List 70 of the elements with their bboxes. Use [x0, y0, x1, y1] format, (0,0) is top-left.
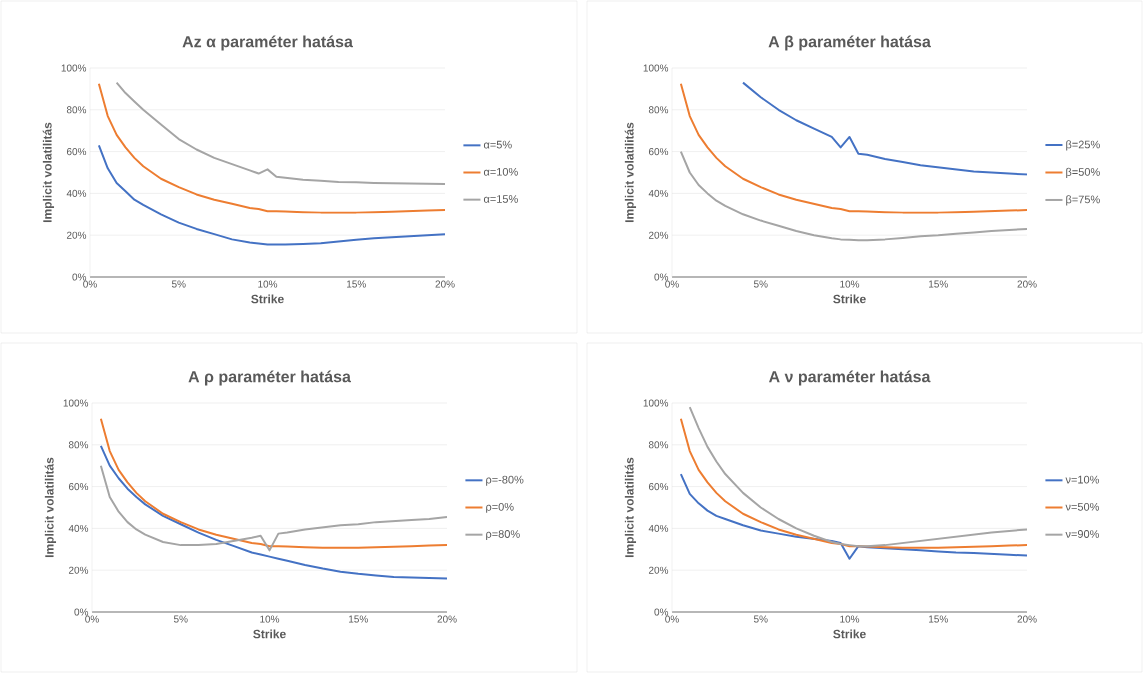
- x-tick-label: 10%: [840, 615, 860, 623]
- y-tick-label: 0%: [72, 273, 87, 281]
- x-tick-label: 20%: [1017, 615, 1037, 623]
- chart-title: A ρ paraméter hatása: [188, 370, 352, 386]
- chart-title: Az α paraméter hatása: [182, 35, 353, 51]
- y-tick-label: 20%: [68, 566, 89, 574]
- chart-title: A β paraméter hatása: [768, 35, 931, 51]
- y-axis-title: Implicit volatilitás: [624, 457, 637, 558]
- x-tick-label: 10%: [840, 280, 860, 288]
- chart-title: A ν paraméter hatása: [768, 370, 931, 386]
- x-tick-label: 20%: [1017, 280, 1037, 288]
- y-axis-title: Implicit volatilitás: [44, 457, 57, 558]
- y-axis-title: Implicit volatilitás: [42, 122, 55, 223]
- y-tick-label: 40%: [648, 524, 669, 532]
- legend-label: ν=10%: [1065, 475, 1100, 484]
- legend-label: ρ=-80%: [486, 475, 524, 486]
- x-tick-label: 15%: [349, 615, 368, 623]
- y-tick-label: 0%: [654, 608, 669, 616]
- x-tick-label: 0%: [83, 280, 97, 288]
- legend-label: ρ=80%: [486, 530, 520, 541]
- y-tick-label: 60%: [648, 483, 669, 491]
- y-tick-label: 80%: [66, 106, 87, 114]
- y-tick-label: 60%: [68, 483, 89, 491]
- legend-label: β=25%: [1066, 140, 1100, 151]
- y-tick-label: 100%: [61, 64, 87, 72]
- y-tick-label: 60%: [66, 148, 87, 156]
- x-tick-label: 20%: [437, 615, 457, 623]
- x-tick-label: 0%: [665, 615, 679, 623]
- x-axis-title: Strike: [251, 294, 284, 304]
- legend-label: α=5%: [483, 140, 512, 149]
- y-tick-label: 20%: [66, 231, 87, 239]
- x-tick-label: 5%: [171, 280, 186, 288]
- legend-label: α=15%: [483, 195, 518, 203]
- x-tick-label: 15%: [929, 280, 948, 288]
- x-tick-label: 0%: [85, 615, 99, 623]
- x-tick-label: 10%: [258, 280, 278, 288]
- x-axis-title: Strike: [833, 629, 866, 639]
- y-tick-label: 40%: [66, 189, 87, 197]
- y-axis-title: Implicit volatilitás: [624, 122, 637, 223]
- y-tick-label: 40%: [648, 189, 669, 197]
- x-tick-label: 15%: [929, 615, 948, 623]
- x-tick-label: 0%: [665, 280, 679, 288]
- x-tick-label: 5%: [753, 615, 768, 623]
- line-series: [679, 150, 1028, 242]
- legend-label: α=10%: [483, 167, 518, 176]
- y-tick-label: 20%: [648, 566, 669, 574]
- y-tick-label: 80%: [68, 441, 89, 449]
- y-tick-label: 0%: [654, 273, 669, 281]
- legend-label: ρ=0%: [486, 502, 514, 513]
- x-tick-label: 5%: [753, 280, 768, 288]
- y-tick-label: 100%: [63, 399, 89, 407]
- legend-label: ν=50%: [1065, 502, 1100, 511]
- x-axis-title: Strike: [253, 629, 286, 639]
- y-tick-label: 20%: [648, 231, 669, 239]
- y-tick-label: 60%: [648, 148, 669, 156]
- y-tick-label: 40%: [68, 524, 89, 532]
- legend-label: β=50%: [1066, 167, 1100, 179]
- y-tick-label: 80%: [648, 441, 669, 449]
- line-series: [99, 444, 448, 580]
- y-tick-label: 0%: [74, 608, 89, 616]
- legend-label: ν=90%: [1065, 530, 1100, 538]
- y-tick-label: 100%: [643, 399, 669, 407]
- legend-label: β=75%: [1066, 195, 1100, 206]
- x-tick-label: 10%: [260, 615, 280, 623]
- y-tick-label: 100%: [643, 64, 669, 72]
- x-axis-title: Strike: [833, 294, 866, 304]
- x-tick-label: 5%: [173, 615, 188, 623]
- y-tick-label: 80%: [648, 106, 669, 114]
- x-tick-label: 15%: [347, 280, 366, 288]
- x-tick-label: 20%: [435, 280, 455, 288]
